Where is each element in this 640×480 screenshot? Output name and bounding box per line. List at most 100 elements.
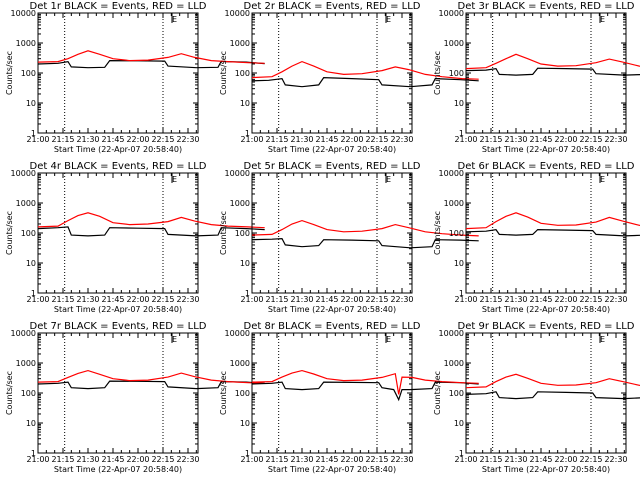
panel-title: Det 8r BLACK = Events, RED = LLD [244,321,421,332]
x-tick-label: 22:15 [365,135,388,144]
y-tick-label: 1 [31,449,36,458]
panel-det-4: Det 4r BLACK = Events, RED = LLD 1 10 100 10… [5,161,265,314]
y-tick-label: 1000 [16,39,36,48]
x-tick-label: 22:00 [126,135,149,144]
x-tick-label: 22:15 [151,135,174,144]
y-tick-label: 100 [21,229,36,238]
y-tick-label: 10000 [439,9,464,18]
corner-marker: E [600,15,605,24]
y-tick-label: 1 [245,289,250,298]
x-tick-label: 21:30 [504,455,527,464]
panel-title: Det 7r BLACK = Events, RED = LLD [30,321,207,332]
series-line-lld [465,53,640,70]
x-tick-label: 22:30 [604,295,627,304]
y-tick-label: 10 [26,99,36,108]
series-line-events [465,228,640,237]
corner-marker: E [172,15,177,24]
x-axis-label: Start Time (22-Apr-07 20:58:40) [482,145,610,154]
x-tick-label: 22:30 [176,295,199,304]
plot-frame [37,332,199,454]
y-tick-label: 1000 [230,359,250,368]
x-tick-label: 21:30 [76,135,99,144]
y-tick-label: 1 [459,129,464,138]
x-tick-label: 21:15 [265,295,288,304]
y-tick-label: 100 [449,389,464,398]
x-tick-label: 21:45 [315,455,338,464]
plot-frame [37,12,199,134]
corner-marker: E [386,335,391,344]
panel-det-7: Det 7r BLACK = Events, RED = LLD 1 10 100 10… [5,321,265,474]
x-tick-label: 22:00 [554,135,577,144]
y-axis-label: Counts/sec [433,211,442,255]
y-tick-label: 10 [240,99,250,108]
panel-det-5: Det 5r BLACK = Events, RED = LLD 1 10 100 10… [219,161,479,314]
series-line-lld [37,50,265,64]
panel-det-3: Det 3r BLACK = Events, RED = LLD 1 10 100 10… [433,1,640,154]
x-tick-label: 22:15 [365,455,388,464]
y-tick-label: 100 [235,69,250,78]
y-tick-label: 100 [235,229,250,238]
y-tick-label: 10 [26,259,36,268]
y-axis-label: Counts/sec [433,51,442,95]
x-tick-label: 22:15 [579,295,602,304]
y-tick-label: 1000 [444,359,464,368]
y-tick-label: 100 [21,389,36,398]
y-tick-label: 1 [459,449,464,458]
x-tick-label: 21:15 [265,135,288,144]
plot-frame [251,332,413,454]
x-tick-label: 21:45 [529,135,552,144]
y-axis-label: Counts/sec [5,371,14,415]
x-tick-label: 21:00 [240,135,263,144]
series-line-events [251,237,479,249]
x-tick-label: 22:30 [390,135,413,144]
x-tick-label: 21:00 [26,135,49,144]
x-axis-label: Start Time (22-Apr-07 20:58:40) [268,145,396,154]
plot-frame [465,172,627,294]
series-line-events [37,380,265,390]
panel-title: Det 3r BLACK = Events, RED = LLD [458,1,635,12]
y-tick-label: 1000 [230,199,250,208]
x-tick-label: 21:00 [454,135,477,144]
x-tick-label: 21:15 [51,295,74,304]
y-tick-label: 10 [454,259,464,268]
series-line-events [465,67,640,76]
series-line-lld [465,212,640,230]
panel-title: Det 9r BLACK = Events, RED = LLD [458,321,635,332]
series-line-lld [251,60,479,80]
y-tick-label: 10000 [225,9,250,18]
x-tick-label: 22:15 [151,455,174,464]
x-axis-label: Start Time (22-Apr-07 20:58:40) [268,305,396,314]
y-tick-label: 1 [459,289,464,298]
x-tick-label: 21:15 [479,135,502,144]
series-line-lld [251,369,479,395]
y-tick-label: 10 [454,99,464,108]
y-axis-label: Counts/sec [5,211,14,255]
y-tick-label: 100 [21,69,36,78]
x-tick-label: 22:15 [579,455,602,464]
x-axis-label: Start Time (22-Apr-07 20:58:40) [482,305,610,314]
x-tick-label: 22:00 [126,295,149,304]
panel-det-2: Det 2r BLACK = Events, RED = LLD 1 10 100 10… [219,1,479,154]
y-tick-label: 10000 [11,329,36,338]
y-tick-label: 10000 [11,169,36,178]
x-tick-label: 22:00 [554,295,577,304]
plot-frame [465,12,627,134]
panel-title: Det 4r BLACK = Events, RED = LLD [30,161,207,172]
panel-title: Det 2r BLACK = Events, RED = LLD [244,1,421,12]
x-tick-label: 21:30 [290,455,313,464]
x-tick-label: 21:15 [51,455,74,464]
x-tick-label: 21:30 [76,455,99,464]
x-axis-label: Start Time (22-Apr-07 20:58:40) [54,305,182,314]
y-tick-label: 1000 [16,199,36,208]
y-tick-label: 1000 [16,359,36,368]
x-axis-label: Start Time (22-Apr-07 20:58:40) [482,465,610,474]
panel-title: Det 5r BLACK = Events, RED = LLD [244,161,421,172]
corner-marker: E [600,335,605,344]
x-tick-label: 21:45 [101,135,124,144]
y-tick-label: 10000 [11,9,36,18]
x-tick-label: 21:15 [479,455,502,464]
x-axis-label: Start Time (22-Apr-07 20:58:40) [54,145,182,154]
x-tick-label: 22:30 [604,455,627,464]
y-tick-label: 10 [454,419,464,428]
